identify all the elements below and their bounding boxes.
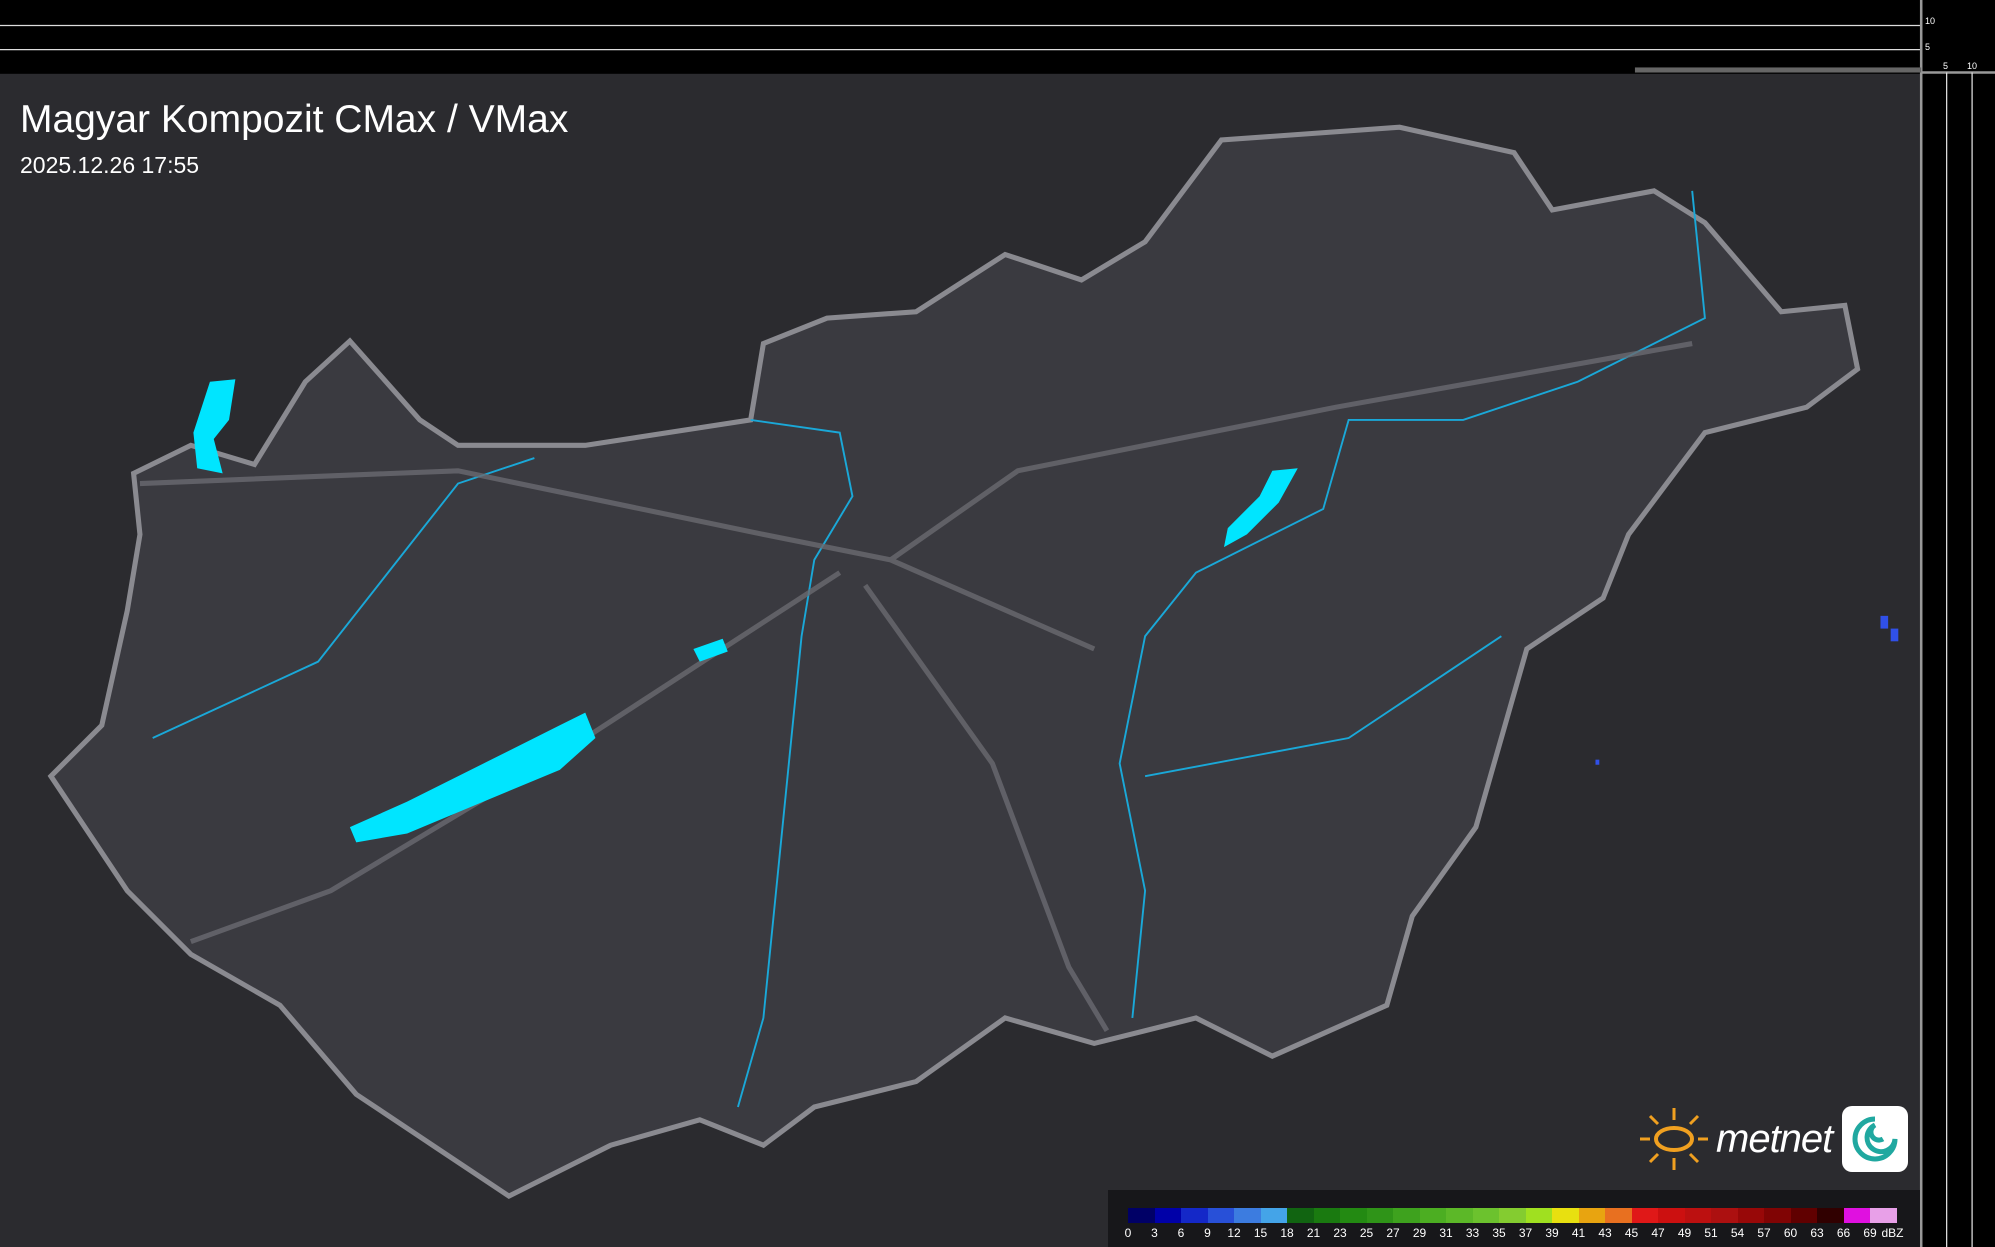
map-timestamp: 2025.12.26 17:55 xyxy=(20,152,200,178)
sun-icon xyxy=(1640,1108,1708,1170)
legend-label: 31 xyxy=(1439,1226,1453,1240)
rivers xyxy=(152,190,1706,1108)
legend-swatch xyxy=(1870,1208,1897,1223)
legend-label: 43 xyxy=(1598,1226,1612,1240)
legend-swatch xyxy=(1552,1208,1579,1223)
legend-unit: dBZ xyxy=(1881,1226,1904,1240)
legend-swatch xyxy=(1472,1208,1499,1223)
legend-label: 45 xyxy=(1624,1226,1639,1240)
legend-label: 29 xyxy=(1412,1226,1427,1240)
legend-swatch xyxy=(1631,1208,1658,1223)
swirl-icon xyxy=(1842,1106,1909,1172)
legend-swatch xyxy=(1393,1208,1420,1223)
legend-label: 39 xyxy=(1545,1226,1559,1240)
legend-label: 21 xyxy=(1306,1226,1321,1240)
legend-label: 18 xyxy=(1280,1226,1294,1240)
legend-label: 66 xyxy=(1836,1226,1851,1240)
legend-swatch xyxy=(1446,1208,1473,1223)
lake-balaton xyxy=(349,712,596,843)
legend-swatch xyxy=(1181,1208,1208,1223)
legend-label: 6 xyxy=(1177,1226,1185,1240)
lake-tisza xyxy=(1223,468,1298,548)
legend-swatch xyxy=(1207,1208,1234,1223)
legend-swatch xyxy=(1419,1208,1446,1223)
legend-swatch xyxy=(1260,1208,1287,1223)
legend-label: 41 xyxy=(1571,1226,1586,1240)
legend-label: 54 xyxy=(1730,1226,1745,1240)
legend-label: 23 xyxy=(1333,1226,1347,1240)
legend-swatch xyxy=(1790,1208,1817,1223)
legend-swatch xyxy=(1605,1208,1632,1223)
legend-label: 60 xyxy=(1783,1226,1798,1240)
legend-swatch xyxy=(1313,1208,1340,1223)
legend-swatch xyxy=(1499,1208,1526,1223)
scale-tick: 5 xyxy=(1925,42,1931,52)
legend-swatch xyxy=(1817,1208,1844,1223)
legend-swatch xyxy=(1684,1208,1711,1223)
scale-tick: 10 xyxy=(1967,61,1978,71)
legend-label: 47 xyxy=(1651,1226,1665,1240)
scale-tick: 10 xyxy=(1925,16,1936,26)
legend-label: 9 xyxy=(1204,1226,1211,1240)
legend-label: 33 xyxy=(1465,1226,1480,1240)
map-title: Magyar Kompozit CMax / VMax xyxy=(20,98,569,141)
legend-swatch xyxy=(1711,1208,1738,1223)
legend-swatch xyxy=(1234,1208,1261,1223)
legend-label: 35 xyxy=(1492,1226,1506,1240)
legend-label: 0 xyxy=(1124,1226,1132,1240)
legend-label: 63 xyxy=(1810,1226,1824,1240)
legend-swatch xyxy=(1658,1208,1685,1223)
legend-label: 3 xyxy=(1151,1226,1158,1240)
scale-tick: 5 xyxy=(1943,61,1949,71)
legend-label: 49 xyxy=(1677,1226,1692,1240)
legend-label: 12 xyxy=(1227,1226,1241,1240)
legend-label: 25 xyxy=(1359,1226,1374,1240)
legend-label: 15 xyxy=(1253,1226,1268,1240)
lake-velence xyxy=(693,638,728,662)
legend-label: 37 xyxy=(1518,1226,1533,1240)
legend-label: 27 xyxy=(1386,1226,1400,1240)
logo-text: metnet xyxy=(1716,1116,1833,1161)
legend-swatch xyxy=(1525,1208,1552,1223)
legend-swatch xyxy=(1340,1208,1367,1223)
dbz-color-legend: 0 3 6 9 12 15 18 21 23 25 27 29 31 33 35 37 39 41 43 45 47 49… xyxy=(1108,1190,1920,1247)
legend-swatch xyxy=(1128,1208,1155,1223)
legend-swatch xyxy=(1737,1208,1764,1223)
radar-echoes xyxy=(1595,615,1899,765)
metnet-logo: metnet xyxy=(1636,1104,1909,1174)
legend-swatch xyxy=(1764,1208,1791,1223)
legend-swatch xyxy=(1154,1208,1181,1223)
legend-label: 69 xyxy=(1863,1226,1877,1240)
lake-neusiedl xyxy=(193,379,236,474)
legend-swatch xyxy=(1578,1208,1605,1223)
legend-swatch xyxy=(1366,1208,1393,1223)
legend-label: 51 xyxy=(1704,1226,1718,1240)
legend-swatch xyxy=(1843,1208,1870,1223)
legend-label: 57 xyxy=(1757,1226,1771,1240)
legend-swatch xyxy=(1287,1208,1314,1223)
